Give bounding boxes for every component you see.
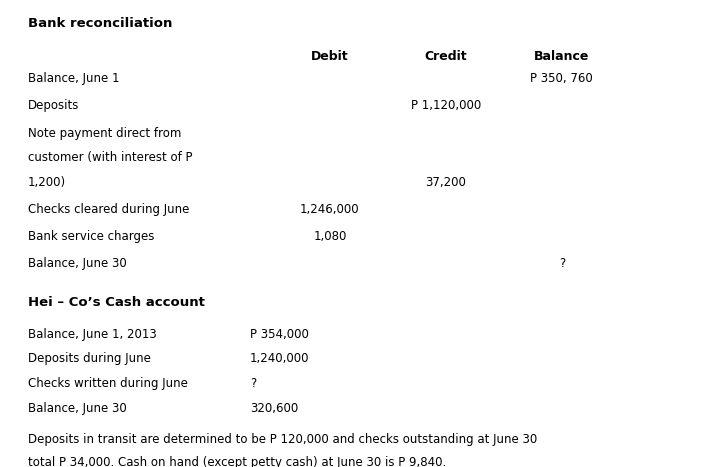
Text: 1,200): 1,200) <box>28 176 66 189</box>
Text: Debit: Debit <box>311 50 349 63</box>
Text: 1,246,000: 1,246,000 <box>300 203 360 216</box>
Text: Checks cleared during June: Checks cleared during June <box>28 203 189 216</box>
Text: customer (with interest of P: customer (with interest of P <box>28 151 192 164</box>
Text: Balance, June 30: Balance, June 30 <box>28 402 126 415</box>
Text: Bank service charges: Bank service charges <box>28 230 154 243</box>
Text: P 350, 760: P 350, 760 <box>531 72 593 85</box>
Text: Deposits during June: Deposits during June <box>28 353 150 365</box>
Text: Balance, June 1, 2013: Balance, June 1, 2013 <box>28 328 157 341</box>
Text: P 354,000: P 354,000 <box>250 328 309 341</box>
Text: P 1,120,000: P 1,120,000 <box>411 99 481 113</box>
Text: Bank reconciliation: Bank reconciliation <box>28 17 172 30</box>
Text: Note payment direct from: Note payment direct from <box>28 127 181 140</box>
Text: Balance, June 30: Balance, June 30 <box>28 257 126 270</box>
Text: 320,600: 320,600 <box>250 402 299 415</box>
Text: Balance: Balance <box>534 50 589 63</box>
Text: ?: ? <box>559 257 565 270</box>
Text: 37,200: 37,200 <box>426 176 466 189</box>
Text: Checks written during June: Checks written during June <box>28 377 188 390</box>
Text: Deposits in transit are determined to be P 120,000 and checks outstanding at Jun: Deposits in transit are determined to be… <box>28 432 536 446</box>
Text: Hei – Co’s Cash account: Hei – Co’s Cash account <box>28 296 204 309</box>
Text: ?: ? <box>250 377 257 390</box>
Text: total P 34,000. Cash on hand (except petty cash) at June 30 is P 9,840.: total P 34,000. Cash on hand (except pet… <box>28 455 446 467</box>
Text: 1,080: 1,080 <box>313 230 347 243</box>
Text: Credit: Credit <box>425 50 467 63</box>
Text: Deposits: Deposits <box>28 99 79 113</box>
Text: 1,240,000: 1,240,000 <box>250 353 310 365</box>
Text: Balance, June 1: Balance, June 1 <box>28 72 119 85</box>
